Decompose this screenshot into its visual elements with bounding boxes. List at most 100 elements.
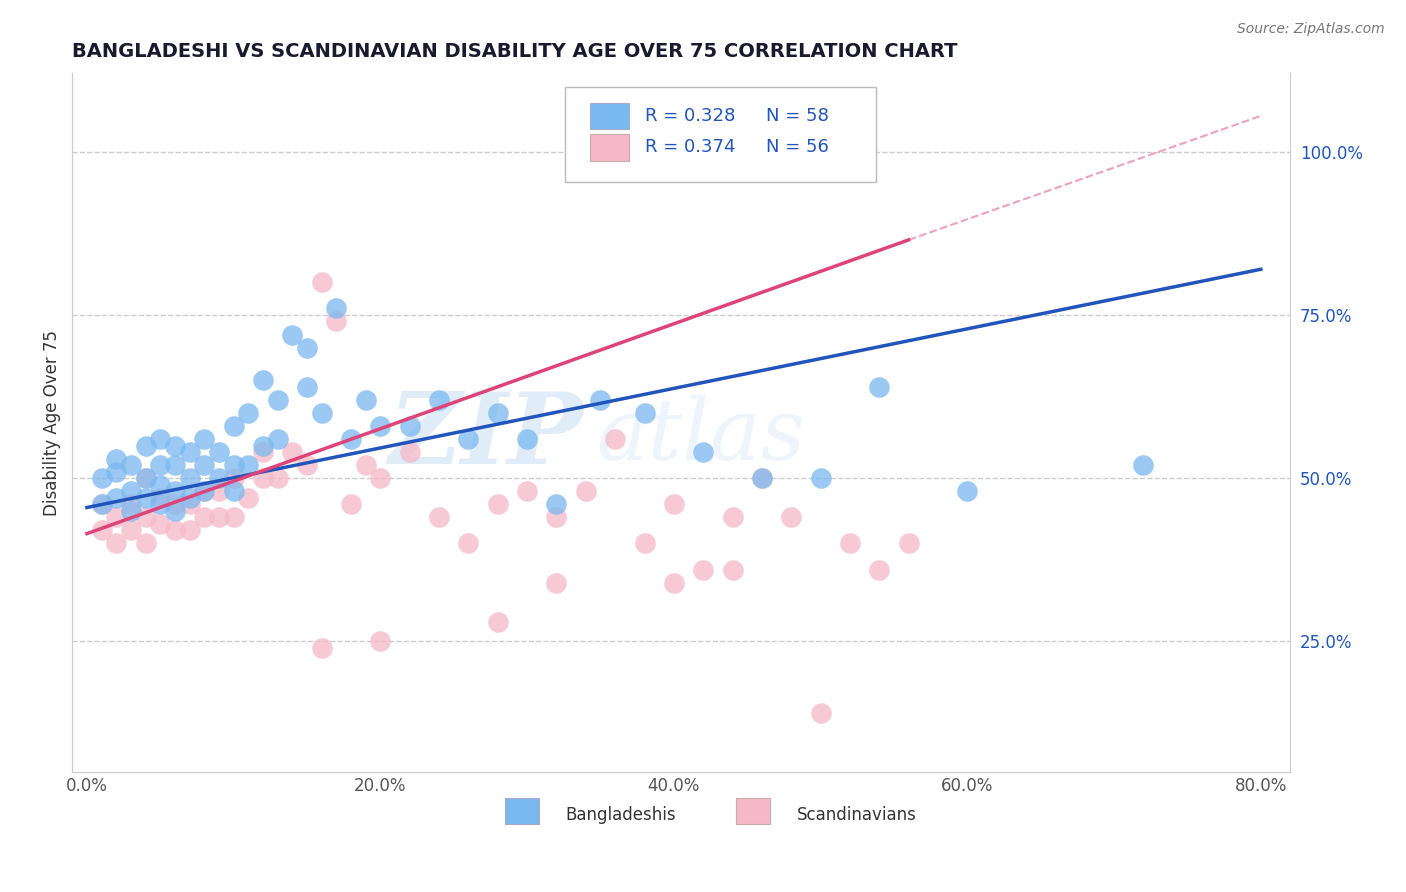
- Point: [311, 275, 333, 289]
- Point: [90, 497, 112, 511]
- Point: [149, 458, 172, 472]
- Point: [193, 484, 215, 499]
- Text: Bangladeshis: Bangladeshis: [565, 806, 676, 824]
- Point: [721, 510, 744, 524]
- Point: [266, 471, 288, 485]
- Text: Scandinavians: Scandinavians: [797, 806, 917, 824]
- Point: [589, 392, 612, 407]
- Point: [692, 562, 714, 576]
- Point: [163, 504, 186, 518]
- Point: [105, 491, 128, 505]
- Point: [546, 510, 568, 524]
- Point: [516, 484, 538, 499]
- Point: [120, 458, 142, 472]
- Point: [266, 392, 288, 407]
- Point: [266, 432, 288, 446]
- Point: [222, 418, 245, 433]
- Point: [354, 458, 377, 472]
- Point: [90, 471, 112, 485]
- Point: [193, 432, 215, 446]
- Point: [252, 471, 274, 485]
- Point: [135, 536, 157, 550]
- Point: [105, 465, 128, 479]
- Text: R = 0.374: R = 0.374: [645, 138, 735, 156]
- Point: [398, 445, 420, 459]
- Point: [295, 458, 318, 472]
- Point: [252, 445, 274, 459]
- Point: [457, 432, 479, 446]
- Point: [149, 497, 172, 511]
- Point: [370, 418, 392, 433]
- Text: Source: ZipAtlas.com: Source: ZipAtlas.com: [1237, 22, 1385, 37]
- Point: [105, 451, 128, 466]
- Point: [780, 510, 803, 524]
- Point: [546, 497, 568, 511]
- Point: [546, 575, 568, 590]
- Point: [163, 458, 186, 472]
- Point: [222, 484, 245, 499]
- FancyBboxPatch shape: [591, 134, 628, 161]
- Text: BANGLADESHI VS SCANDINAVIAN DISABILITY AGE OVER 75 CORRELATION CHART: BANGLADESHI VS SCANDINAVIAN DISABILITY A…: [72, 42, 957, 61]
- Point: [311, 640, 333, 655]
- FancyBboxPatch shape: [565, 87, 876, 182]
- Point: [1132, 458, 1154, 472]
- Point: [868, 380, 890, 394]
- Point: [179, 445, 201, 459]
- Point: [238, 491, 260, 505]
- Point: [222, 471, 245, 485]
- Point: [238, 406, 260, 420]
- Point: [163, 484, 186, 499]
- Point: [90, 524, 112, 538]
- Point: [252, 373, 274, 387]
- Point: [208, 445, 231, 459]
- Point: [325, 301, 347, 316]
- Point: [208, 471, 231, 485]
- Point: [208, 510, 231, 524]
- Point: [295, 380, 318, 394]
- Point: [105, 510, 128, 524]
- Point: [839, 536, 862, 550]
- Point: [457, 536, 479, 550]
- Point: [163, 497, 186, 511]
- FancyBboxPatch shape: [735, 797, 770, 824]
- Point: [135, 471, 157, 485]
- Point: [354, 392, 377, 407]
- Text: ZIP: ZIP: [389, 388, 583, 485]
- Point: [486, 406, 509, 420]
- Point: [193, 484, 215, 499]
- Point: [149, 516, 172, 531]
- Point: [868, 562, 890, 576]
- Point: [105, 536, 128, 550]
- Point: [120, 504, 142, 518]
- Point: [516, 432, 538, 446]
- Text: N = 58: N = 58: [766, 107, 830, 125]
- Point: [193, 510, 215, 524]
- FancyBboxPatch shape: [591, 103, 628, 129]
- Point: [575, 484, 598, 499]
- Point: [149, 477, 172, 491]
- Point: [222, 510, 245, 524]
- Point: [120, 524, 142, 538]
- Point: [398, 418, 420, 433]
- Point: [325, 314, 347, 328]
- Point: [120, 484, 142, 499]
- Point: [751, 471, 773, 485]
- Point: [135, 510, 157, 524]
- Point: [486, 497, 509, 511]
- Text: R = 0.328: R = 0.328: [645, 107, 735, 125]
- Text: N = 56: N = 56: [766, 138, 830, 156]
- Point: [662, 497, 685, 511]
- Point: [370, 634, 392, 648]
- Point: [751, 471, 773, 485]
- Point: [311, 406, 333, 420]
- Point: [120, 497, 142, 511]
- Point: [179, 497, 201, 511]
- Y-axis label: Disability Age Over 75: Disability Age Over 75: [44, 330, 60, 516]
- Point: [179, 471, 201, 485]
- Point: [135, 438, 157, 452]
- Point: [252, 438, 274, 452]
- Point: [605, 432, 627, 446]
- FancyBboxPatch shape: [505, 797, 538, 824]
- Point: [633, 406, 655, 420]
- Point: [193, 458, 215, 472]
